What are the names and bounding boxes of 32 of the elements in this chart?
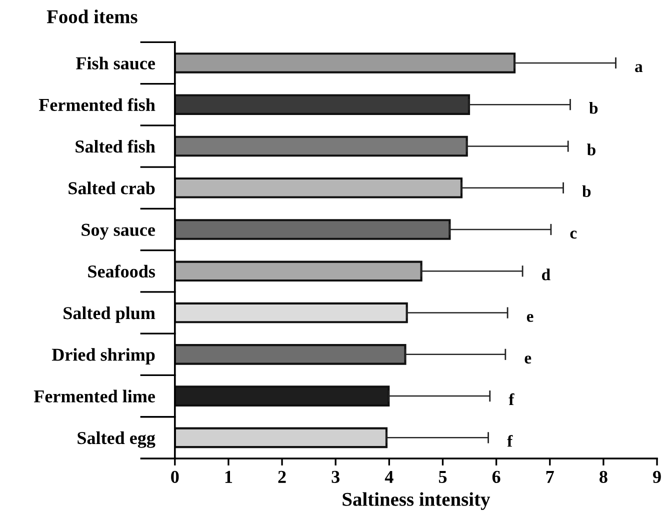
- x-tick-label: 1: [225, 470, 232, 483]
- y-tick-label: Seafoods: [88, 264, 156, 278]
- y-tick-label: Dried shrimp: [52, 348, 155, 365]
- x-tick-label: 7: [546, 471, 554, 483]
- annotation: b: [587, 144, 596, 156]
- y-tick-label: Fermented fish: [38, 98, 156, 112]
- annotation: f: [508, 393, 514, 406]
- annotation: e: [526, 314, 534, 322]
- annotation: b: [589, 102, 598, 114]
- y-tick-label: Salted egg: [78, 431, 156, 448]
- y-tick-label: Soy sauce: [82, 224, 155, 240]
- annotation: c: [570, 230, 577, 239]
- x-tick-label: 5: [438, 471, 447, 483]
- y-tick-label: Salted crab: [68, 182, 155, 194]
- annotation: f: [507, 434, 513, 447]
- y-axis-title: Food items: [46, 10, 138, 24]
- y-tick-label: Salted plum: [64, 306, 156, 323]
- x-tick-label: 6: [492, 470, 500, 483]
- annotation: b: [582, 185, 591, 198]
- x-tick-label: 3: [332, 470, 340, 483]
- y-tick-label: Fermented lime: [34, 390, 155, 402]
- annotation: d: [542, 268, 550, 280]
- x-tick-label: 9: [653, 470, 661, 483]
- y-tick-label: Fish sauce: [76, 56, 155, 70]
- x-tick-label: 0: [171, 470, 179, 483]
- x-tick-label: 2: [278, 470, 286, 483]
- y-tick-label: Salted fish: [76, 140, 156, 153]
- annotation: a: [635, 64, 643, 72]
- x-tick-label: 4: [384, 470, 394, 483]
- x-axis-title: Saltiness intensity: [342, 492, 490, 510]
- annotation: e: [524, 356, 532, 364]
- x-tick-label: 8: [600, 470, 608, 483]
